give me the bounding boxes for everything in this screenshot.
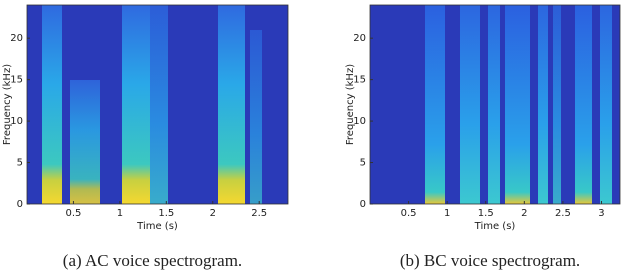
x-tick-label: 1	[117, 208, 123, 219]
y-tick-label: 20	[353, 33, 366, 44]
x-tick-label: 2.5	[251, 208, 267, 219]
energy-band	[538, 5, 548, 204]
x-tick-label: 3	[598, 208, 604, 219]
x-tick-label: 1	[444, 208, 450, 219]
energy-band	[150, 5, 168, 204]
plot-frame	[369, 4, 621, 205]
y-axis-label: Frequency (kHz)	[2, 64, 13, 145]
plot-frame	[26, 4, 289, 205]
energy-band	[70, 80, 100, 204]
y-axis-label: Frequency (kHz)	[345, 64, 356, 145]
x-tick-label: 2.5	[555, 208, 571, 219]
energy-band	[218, 5, 245, 204]
x-tick-label: 0.5	[401, 208, 417, 219]
y-tick-label: 15	[10, 75, 23, 86]
spectrogram-b	[370, 5, 620, 204]
energy-band	[553, 5, 561, 204]
y-tick-label: 20	[10, 33, 23, 44]
energy-band	[42, 5, 62, 204]
y-tick-label: 0	[17, 199, 23, 210]
energy-band	[575, 5, 592, 204]
x-tick-label: 2	[521, 208, 527, 219]
energy-band	[122, 5, 150, 204]
x-tick-label: 1.5	[158, 208, 174, 219]
energy-band	[425, 5, 445, 204]
x-tick-label: 1.5	[478, 208, 494, 219]
x-axis-label: Time (s)	[474, 221, 516, 232]
x-tick-label: 2	[210, 208, 216, 219]
energy-band	[488, 5, 500, 204]
energy-band	[600, 5, 612, 204]
energy-band	[505, 5, 530, 204]
x-axis-label: Time (s)	[136, 221, 178, 232]
energy-band	[460, 5, 480, 204]
energy-band	[250, 30, 262, 204]
y-tick-label: 10	[353, 116, 366, 127]
x-tick-label: 0.5	[65, 208, 81, 219]
y-tick-label: 10	[10, 116, 23, 127]
spectrogram-a	[27, 5, 288, 204]
y-tick-label: 5	[360, 158, 366, 169]
y-tick-label: 5	[17, 158, 23, 169]
caption: (a) AC voice spectrogram.	[63, 251, 242, 270]
y-tick-label: 0	[360, 199, 366, 210]
y-tick-label: 15	[353, 75, 366, 86]
caption: (b) BC voice spectrogram.	[400, 251, 580, 270]
